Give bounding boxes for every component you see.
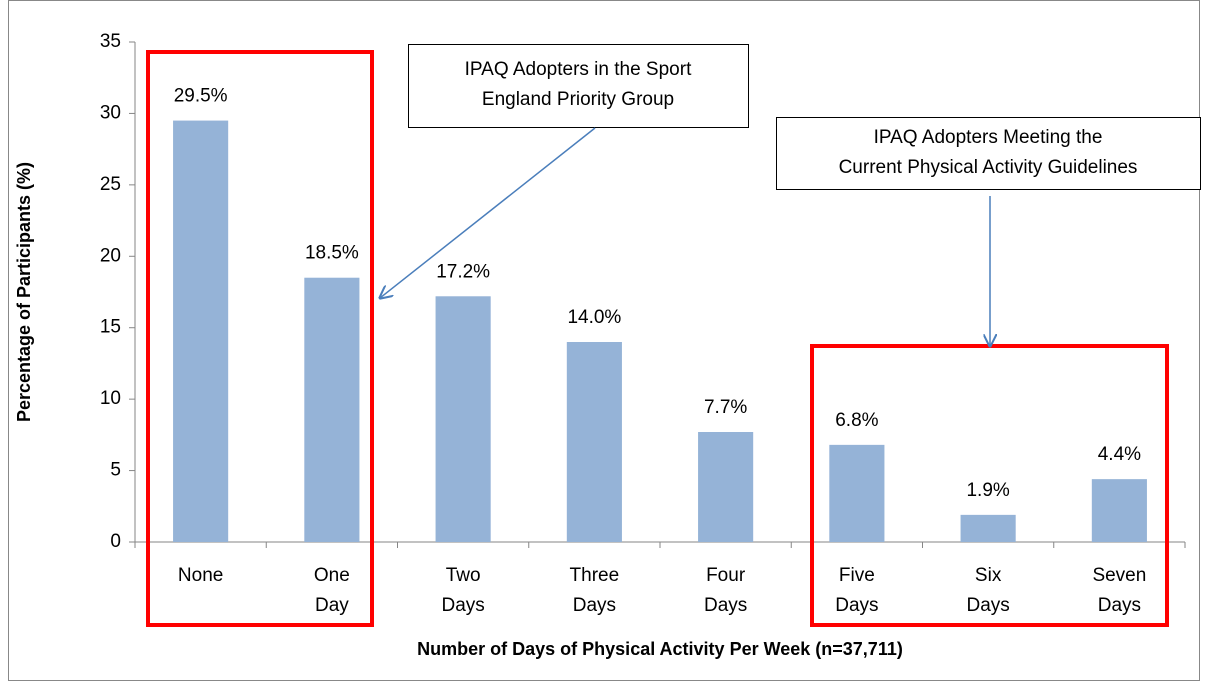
y-tick-label: 0 [110,531,121,552]
annotation-text: Current Physical Activity Guidelines [839,157,1138,178]
bar [173,120,229,543]
x-tick-label: Five Days [835,565,878,616]
data-label: 18.5% [305,243,359,264]
y-axis-label: Percentage of Participants (%) [14,162,34,422]
bar [435,296,491,542]
annotation-text: IPAQ Adopters in the Sport [465,59,692,80]
data-label: 6.8% [835,410,878,431]
annotation-arrow [380,127,596,298]
x-tick-label: Seven Days [1092,565,1146,616]
x-tick-label: Six Days [966,565,1009,616]
data-label: 29.5% [174,86,228,107]
highlight-box [146,50,374,627]
y-tick-label: 30 [100,102,121,123]
x-tick-label: Two Days [441,565,484,616]
annotation-box [408,44,749,128]
bar [304,277,360,542]
bar [698,432,754,542]
x-tick-label: None [178,565,223,586]
data-label: 17.2% [436,261,490,282]
x-tick-label: Three Days [570,565,620,616]
y-tick-label: 20 [100,245,121,266]
data-label: 7.7% [704,397,747,418]
annotation-text: IPAQ Adopters Meeting the [874,127,1103,148]
y-tick-label: 15 [100,317,121,338]
annotation-text: England Priority Group [482,89,674,110]
x-tick-label: Four Days [704,565,747,616]
y-tick-label: 25 [100,174,121,195]
y-tick-label: 5 [110,460,121,481]
data-label: 4.4% [1098,444,1141,465]
x-axis-label: Number of Days of Physical Activity Per … [417,639,903,659]
data-label: 14.0% [567,307,621,328]
bar [829,444,885,542]
x-tick-label: One Day [314,565,350,616]
data-label: 1.9% [966,480,1009,501]
y-tick-label: 10 [100,388,121,409]
bar [566,342,622,542]
bar [960,514,1016,542]
y-tick-label: 35 [100,31,121,52]
annotation-box [776,117,1201,190]
bar [1091,479,1147,542]
